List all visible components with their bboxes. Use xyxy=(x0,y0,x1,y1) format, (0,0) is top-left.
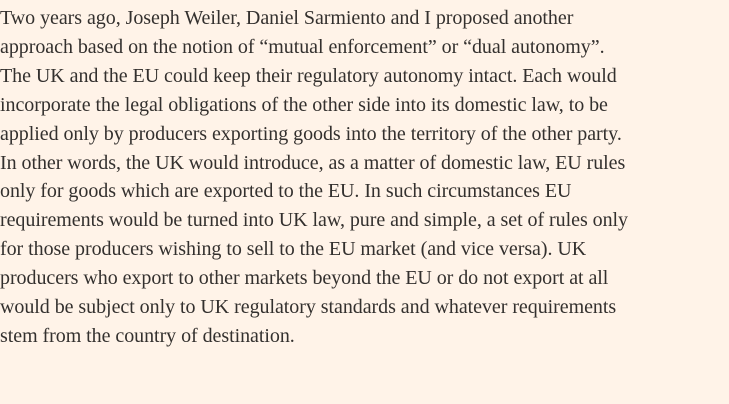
paragraph-line: In other words, the UK would introduce, … xyxy=(0,151,626,174)
paragraph-line: only for goods which are exported to the… xyxy=(0,180,572,203)
paragraph-line: incorporate the legal obligations of the… xyxy=(0,93,608,116)
paragraph-line: applied only by producers exporting good… xyxy=(0,122,622,145)
paragraph-line: requirements would be turned into UK law… xyxy=(0,209,628,232)
paragraph-line: The UK and the EU could keep their regul… xyxy=(0,64,617,87)
paragraph-line: stem from the country of destination. xyxy=(0,324,295,347)
paragraph-line: would be subject only to UK regulatory s… xyxy=(0,296,617,319)
paragraph-line: Two years ago, Joseph Weiler, Daniel Sar… xyxy=(0,7,574,29)
paragraph-line: producers who export to other markets be… xyxy=(0,267,609,290)
article-paragraph: Two years ago, Joseph Weiler, Daniel Sar… xyxy=(0,4,729,351)
paragraph-line: for those producers wishing to sell to t… xyxy=(0,238,587,261)
paragraph-line: approach based on the notion of “mutual … xyxy=(0,35,605,58)
